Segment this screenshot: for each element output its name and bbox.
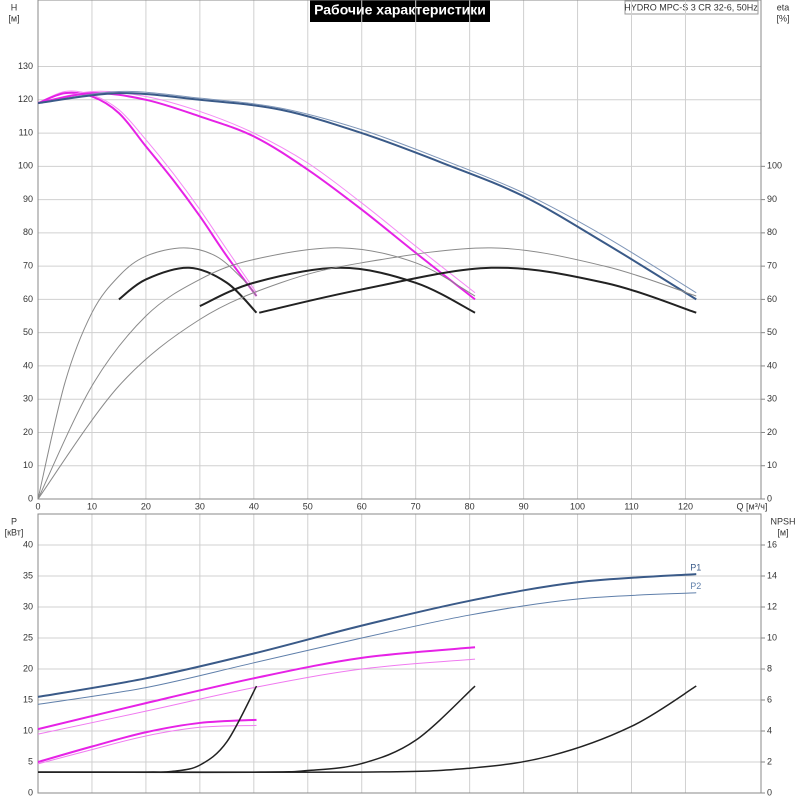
y-tick-label: 30 [23,394,33,404]
y2-axis-label: NPSH [770,516,795,526]
y2-tick-label: 10 [767,460,777,470]
y2-axis-unit: [%] [776,13,789,23]
y2-tick-label: 8 [767,663,772,673]
legend-label: P1 [690,563,701,573]
model-box [624,0,759,15]
y2-tick-label: 20 [767,427,777,437]
x-tick-label: 70 [411,501,421,511]
y2-tick-label: 90 [767,194,777,204]
y-axis-unit: [м] [8,13,19,23]
curve [258,266,697,314]
y-tick-label: 25 [23,632,33,642]
y-tick-label: 0 [28,493,33,503]
y2-tick-label: 4 [767,725,772,735]
curve [37,724,257,765]
plot-frame [37,513,762,794]
curve [37,90,257,294]
curve [37,685,476,773]
x-tick-label: 80 [465,501,475,511]
y-tick-label: 30 [23,601,33,611]
plot-frame [37,0,762,500]
y-tick-label: 20 [23,427,33,437]
curve [37,573,697,698]
x-tick-label: 60 [357,501,367,511]
y-tick-label: 60 [23,294,33,304]
y-axis-label: H [11,2,18,12]
curve [37,592,697,705]
y-tick-label: 100 [18,161,33,171]
y2-tick-label: 6 [767,694,772,704]
y2-tick-label: 0 [767,787,772,797]
y-tick-label: 5 [28,756,33,766]
y2-tick-label: 14 [767,570,777,580]
y2-tick-label: 50 [767,327,777,337]
y-tick-label: 15 [23,694,33,704]
y2-tick-label: 16 [767,539,777,549]
y2-tick-label: 100 [767,161,782,171]
y2-tick-label: 70 [767,261,777,271]
y2-tick-label: 40 [767,360,777,370]
curve [37,247,697,500]
x-tick-label: 50 [303,501,313,511]
y-tick-label: 130 [18,61,33,71]
y-axis-label: P [11,516,17,526]
y-tick-label: 120 [18,94,33,104]
y-axis-unit: [кВт] [5,527,24,537]
curve [37,90,476,294]
curve [37,685,697,774]
y2-tick-label: 0 [767,493,772,503]
curve [37,718,257,763]
x-tick-label: 10 [87,501,97,511]
y-tick-label: 90 [23,194,33,204]
y2-tick-label: 12 [767,601,777,611]
y-tick-label: 10 [23,460,33,470]
curve [37,92,476,301]
x-tick-label: 120 [678,501,693,511]
x-tick-label: 100 [570,501,585,511]
y-tick-label: 40 [23,539,33,549]
title-box [310,0,490,22]
y-tick-label: 110 [19,127,33,137]
legend-label: P2 [690,581,701,591]
curve [37,247,476,500]
curve [37,658,476,735]
curve [37,247,257,500]
y-tick-label: 80 [23,227,33,237]
y-tick-label: 70 [23,261,33,271]
y2-axis-label: eta [777,2,790,12]
y-tick-label: 50 [23,327,33,337]
x-tick-label: 20 [141,501,151,511]
y-tick-label: 40 [23,360,33,370]
curve [37,92,697,301]
y2-tick-label: 30 [767,394,777,404]
y-tick-label: 20 [23,663,33,673]
chart-title: Рабочие характеристики [314,2,486,18]
curve [37,90,697,294]
y-tick-label: 35 [23,570,33,580]
curve [37,646,476,731]
x-axis-label: Q [м³/ч] [737,501,768,511]
y2-tick-label: 10 [767,632,777,642]
x-tick-label: 40 [249,501,259,511]
x-tick-label: 90 [519,501,529,511]
curve [37,91,258,297]
y-tick-label: 0 [28,787,33,797]
model-label: HYDRO MPC-S 3 CR 32-6, 50Hz [624,2,758,12]
curve [118,266,258,314]
y2-axis-unit: [м] [777,527,788,537]
y2-tick-label: 2 [767,756,772,766]
y2-tick-label: 60 [767,294,777,304]
y-tick-label: 10 [23,725,33,735]
x-tick-label: 0 [35,501,40,511]
y2-tick-label: 80 [767,227,777,237]
x-tick-label: 110 [624,501,638,511]
curve [199,266,476,314]
x-tick-label: 30 [195,501,205,511]
curve [37,685,258,773]
